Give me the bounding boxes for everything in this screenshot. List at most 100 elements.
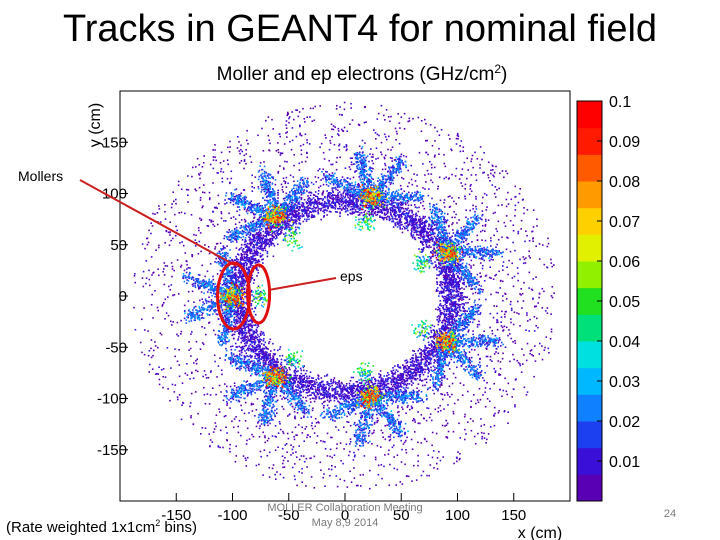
heat-cell	[514, 340, 516, 342]
heat-cell	[228, 331, 230, 333]
heat-cell	[267, 424, 269, 427]
heat-cell	[416, 214, 418, 217]
heat-cell	[459, 382, 462, 384]
heat-cell	[403, 378, 406, 381]
heat-cell	[483, 432, 485, 435]
heat-cell	[372, 431, 375, 434]
heat-cell	[274, 449, 277, 451]
heat-cell	[398, 410, 400, 413]
heat-cell	[401, 380, 403, 383]
heat-cell	[215, 206, 217, 209]
heat-cell	[376, 118, 379, 120]
heat-cell	[286, 369, 288, 371]
heat-cell	[171, 203, 173, 205]
heat-cell	[230, 170, 233, 173]
heat-cell	[403, 190, 406, 192]
heat-cell	[295, 375, 297, 377]
heat-cell	[443, 162, 446, 165]
heat-cell	[458, 288, 460, 291]
heat-cell	[418, 151, 421, 154]
heat-cell	[496, 243, 498, 246]
heat-cell	[387, 148, 389, 151]
heat-cell	[251, 308, 253, 310]
heat-cell	[376, 444, 379, 447]
heat-cell	[450, 301, 453, 303]
heat-cell	[294, 463, 296, 465]
heat-cell	[414, 204, 416, 206]
heat-cell	[230, 362, 232, 365]
heat-cell	[441, 283, 444, 286]
heat-cell	[379, 370, 382, 372]
heat-cell	[323, 216, 325, 218]
heat-cell	[472, 264, 475, 266]
heat-cell	[368, 429, 371, 432]
heat-cell	[230, 348, 233, 351]
heat-cell	[489, 400, 491, 403]
heat-cell	[457, 399, 459, 401]
heat-cell	[185, 188, 188, 191]
heat-cell	[368, 379, 370, 382]
heat-cell	[229, 450, 231, 453]
heat-cell	[523, 354, 525, 356]
heat-cell	[307, 204, 310, 207]
heat-cell	[419, 422, 421, 425]
heat-cell	[240, 434, 242, 437]
heat-cell	[332, 125, 335, 127]
heat-cell	[384, 164, 387, 167]
heat-cell	[413, 236, 416, 239]
heat-cell	[249, 329, 252, 332]
heat-cell	[316, 200, 318, 202]
heat-cell	[443, 285, 446, 288]
heat-cell	[410, 235, 413, 237]
heat-cell	[415, 222, 418, 224]
heat-cell	[277, 142, 279, 144]
heat-cell	[229, 140, 231, 143]
heat-cell	[484, 239, 487, 242]
heat-cell	[201, 166, 204, 168]
heat-cell	[422, 358, 425, 361]
heat-cell	[431, 181, 434, 184]
heat-cell	[509, 303, 512, 306]
heat-cell	[272, 356, 275, 358]
heat-cell	[349, 196, 352, 198]
heat-cell	[282, 432, 285, 435]
heat-cell	[248, 438, 251, 440]
heat-cell	[176, 396, 179, 398]
heat-cell	[424, 118, 426, 121]
heat-cell	[259, 352, 262, 355]
heat-cell	[143, 353, 146, 356]
heat-cell	[426, 230, 428, 233]
heat-cell	[217, 257, 220, 259]
heat-cell	[395, 384, 398, 387]
heat-cell	[438, 237, 440, 240]
heat-cell	[237, 136, 239, 138]
heat-cell	[456, 134, 459, 136]
heat-cell	[349, 470, 351, 473]
heat-cell	[498, 187, 500, 190]
heat-cell	[470, 364, 473, 367]
heat-cell	[322, 401, 325, 403]
heat-cell	[221, 373, 223, 376]
heat-cell	[456, 222, 458, 224]
heat-cell	[503, 221, 506, 224]
heat-cell	[214, 261, 216, 263]
heat-cell	[498, 410, 500, 412]
heat-cell	[202, 343, 205, 346]
heat-cell	[530, 288, 533, 291]
heat-cell	[194, 245, 197, 247]
heat-cell	[340, 196, 342, 198]
heat-cell	[246, 439, 248, 442]
heat-cell	[176, 333, 178, 336]
heat-cell	[434, 140, 436, 142]
heat-cell	[401, 448, 403, 451]
heat-cell	[441, 260, 443, 262]
heat-cell	[339, 211, 341, 214]
heat-cell	[283, 369, 285, 372]
heat-cell	[309, 381, 312, 384]
heat-cell	[164, 218, 167, 220]
heat-cell	[370, 213, 373, 216]
heat-cell	[419, 217, 422, 220]
heat-cell	[389, 463, 391, 466]
heat-cell	[491, 360, 493, 362]
heat-cell	[427, 332, 430, 335]
